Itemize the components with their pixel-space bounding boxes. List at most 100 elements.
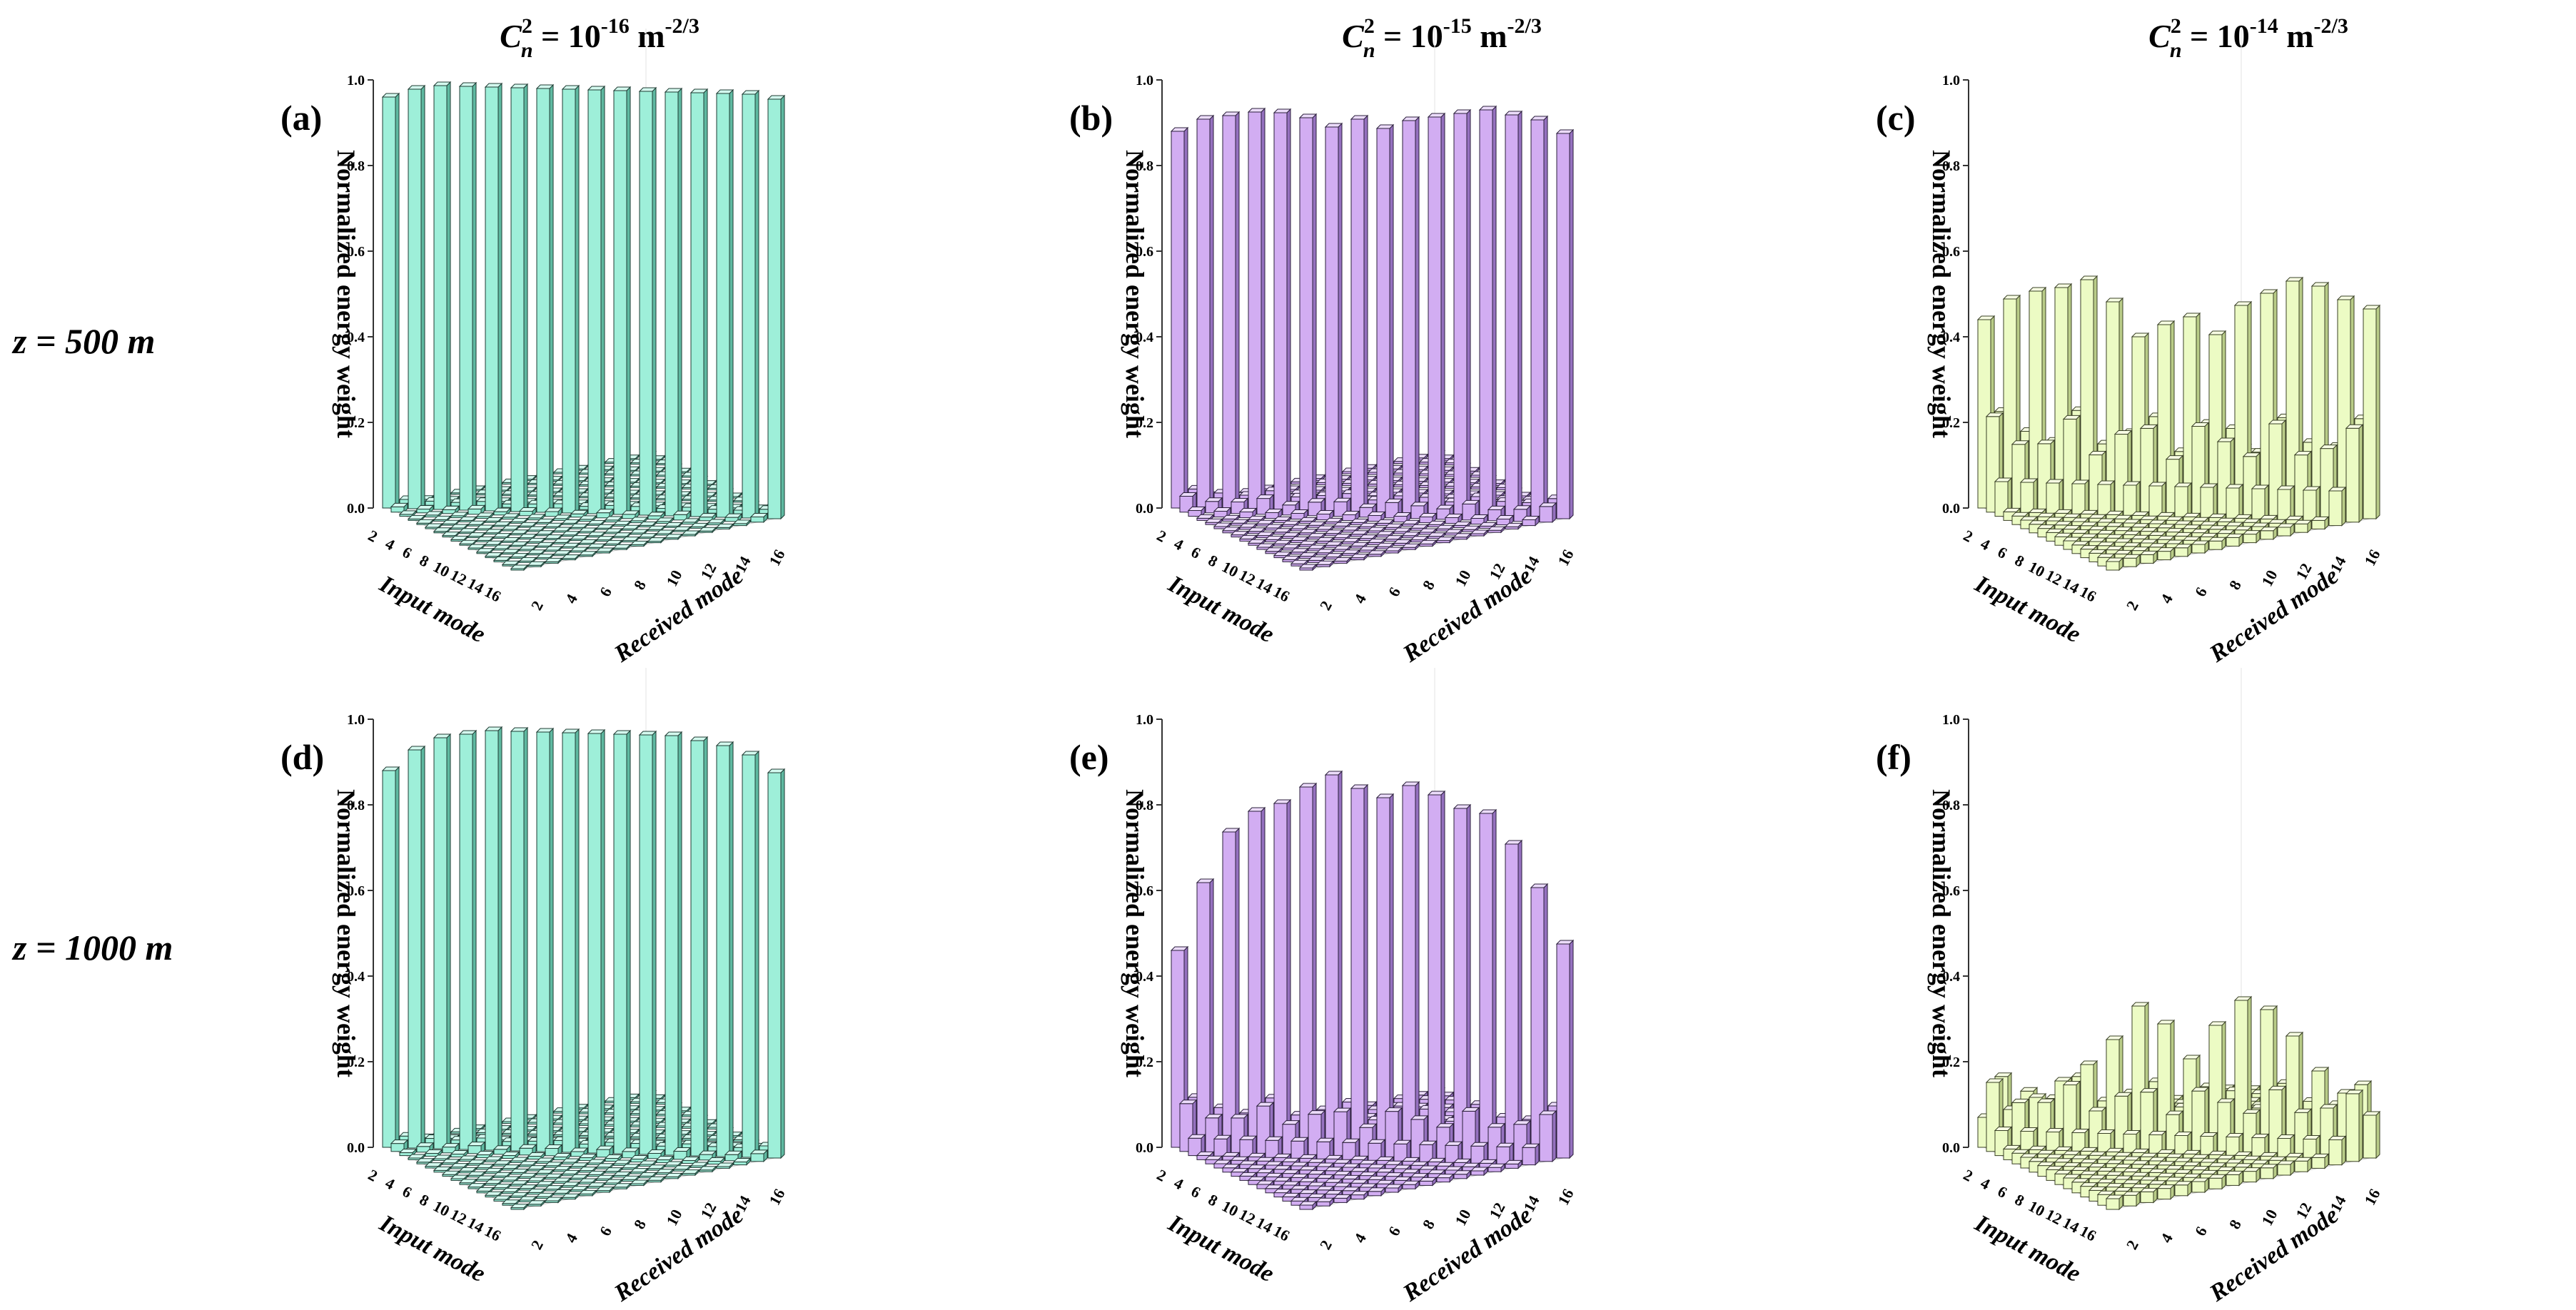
y-tick-label: 0.4 xyxy=(347,969,365,985)
bar-6-3 xyxy=(458,516,478,523)
bar-4-1 xyxy=(407,1153,426,1161)
bar-16-3 xyxy=(544,1196,563,1204)
received-mode-tick: 10 xyxy=(662,567,685,589)
bar-10-10 xyxy=(1401,781,1420,1155)
panel-c: 0.0 0.2 0.4 0.6 0.8 1.0 (c) Normalized energy w… xyxy=(1876,29,2384,668)
bar-16-15 xyxy=(749,512,769,524)
bar-15-3 xyxy=(535,553,555,560)
bar-11-11 xyxy=(1427,112,1446,517)
bar-9-3 xyxy=(484,528,503,536)
bar-10-1 xyxy=(458,539,478,547)
bar-16-16 xyxy=(1555,128,1575,520)
bar-15-4 xyxy=(552,1189,572,1197)
bar-15-15 xyxy=(1530,883,1549,1159)
bar-16-5 xyxy=(2173,1180,2193,1197)
bar-4-2 xyxy=(1213,507,1232,518)
bar-12-9 xyxy=(1401,519,1420,527)
bar-11-9 xyxy=(1393,1139,1412,1162)
bar-16-6 xyxy=(2191,1177,2210,1194)
bar-2-2 xyxy=(407,745,426,1149)
received-mode-tick: 10 xyxy=(1451,1207,1474,1229)
bar-8-2 xyxy=(458,1167,478,1174)
panel-a: 0.0 0.2 0.4 0.6 0.8 1.0 (a) Normalized energy w… xyxy=(281,29,789,668)
bar-2-2 xyxy=(407,84,426,510)
bar-16-16 xyxy=(767,94,786,520)
bar-10-8 xyxy=(1367,1139,1386,1162)
bar-12-3 xyxy=(1298,539,1318,548)
bar-3-2 xyxy=(415,1142,435,1154)
received-mode-tick: 16 xyxy=(765,547,788,569)
bar-16-15 xyxy=(2345,1089,2364,1163)
input-mode-tick: 4 xyxy=(383,534,398,554)
received-mode-tick: 4 xyxy=(562,591,581,606)
y-tick-label: 0.2 xyxy=(347,1055,365,1070)
bar-7-5 xyxy=(1290,1137,1309,1159)
received-mode-tick: 4 xyxy=(1350,591,1370,606)
bar-16-4 xyxy=(1350,553,1369,561)
bar-14-2 xyxy=(510,1191,529,1199)
bar-16-11 xyxy=(681,1169,700,1177)
bar-16-11 xyxy=(1470,1166,1489,1177)
bar-16-10 xyxy=(1453,532,1472,541)
bar-13-12 xyxy=(672,1147,692,1161)
bar-9-3 xyxy=(1273,527,1292,536)
bar-10-2 xyxy=(475,1174,495,1182)
bar-14-10 xyxy=(647,1164,666,1172)
bar-14-12 xyxy=(681,1156,700,1164)
bar-16-12 xyxy=(2293,519,2313,534)
bar-11-5 xyxy=(1324,529,1343,537)
bar-1-1 xyxy=(381,766,400,1149)
bar-16-2 xyxy=(527,560,546,568)
y-tick-label: 0.4 xyxy=(1136,969,1153,985)
y-tick-label: 1.0 xyxy=(347,712,365,728)
bars-group xyxy=(381,81,786,572)
bar-4-1 xyxy=(407,514,426,522)
bar-16-8 xyxy=(1418,1177,1438,1187)
bar-16-3 xyxy=(1333,1194,1352,1204)
bar-14-2 xyxy=(510,552,529,559)
bar-15-15 xyxy=(741,89,760,519)
bar-11-2 xyxy=(484,539,503,547)
bar-15-6 xyxy=(587,542,606,550)
bar-5-4 xyxy=(467,504,486,516)
bar-7-4 xyxy=(484,517,503,524)
bar-7-7 xyxy=(535,83,555,514)
bar-14-11 xyxy=(664,1160,683,1168)
bar-13-9 xyxy=(1410,523,1429,532)
bar-16-7 xyxy=(2208,1173,2227,1190)
input-mode-tick: 16 xyxy=(1271,582,1293,605)
bar-8-7 xyxy=(544,1144,563,1157)
bar-9-7 xyxy=(1341,1138,1360,1161)
input-mode-tick: 6 xyxy=(400,1182,415,1202)
bar-5-3 xyxy=(1238,1135,1258,1158)
bar-16-9 xyxy=(1435,1173,1455,1183)
bar-8-6 xyxy=(1315,1137,1335,1160)
y-tick-label: 0.2 xyxy=(1136,1055,1153,1070)
bar-2-1 xyxy=(390,502,409,514)
bar-16-12 xyxy=(698,1165,717,1173)
bar-14-4 xyxy=(544,1184,563,1192)
bar-6-6 xyxy=(510,83,529,513)
bar-6-4 xyxy=(1264,1136,1283,1159)
bar-13-11 xyxy=(1444,1141,1463,1164)
bar-16-1 xyxy=(1298,1200,1318,1211)
bar-11-11 xyxy=(638,730,657,1156)
bar-4-4 xyxy=(458,729,478,1151)
bar-7-2 xyxy=(1238,522,1258,531)
y-tick-label: 0.2 xyxy=(1136,415,1153,431)
bar-16-7 xyxy=(612,543,632,551)
y-tick-label: 0.6 xyxy=(1942,244,1960,260)
bar-3-1 xyxy=(1187,1134,1206,1157)
bar-4-2 xyxy=(424,510,443,518)
y-axis-label: Normalized energy weight xyxy=(332,150,360,438)
bar-16-1 xyxy=(2105,1194,2124,1211)
y-tick-label: 0.8 xyxy=(1942,158,1960,174)
bar-14-13 xyxy=(698,1149,717,1162)
bar-12-11 xyxy=(647,511,666,521)
bar-16-10 xyxy=(2259,1163,2278,1180)
input-mode-tick: 6 xyxy=(1188,543,1203,562)
bar-14-8 xyxy=(612,1171,632,1179)
bar-16-1 xyxy=(510,564,529,572)
bar-15-3 xyxy=(1324,552,1343,560)
received-mode-tick: 8 xyxy=(2226,577,2245,592)
